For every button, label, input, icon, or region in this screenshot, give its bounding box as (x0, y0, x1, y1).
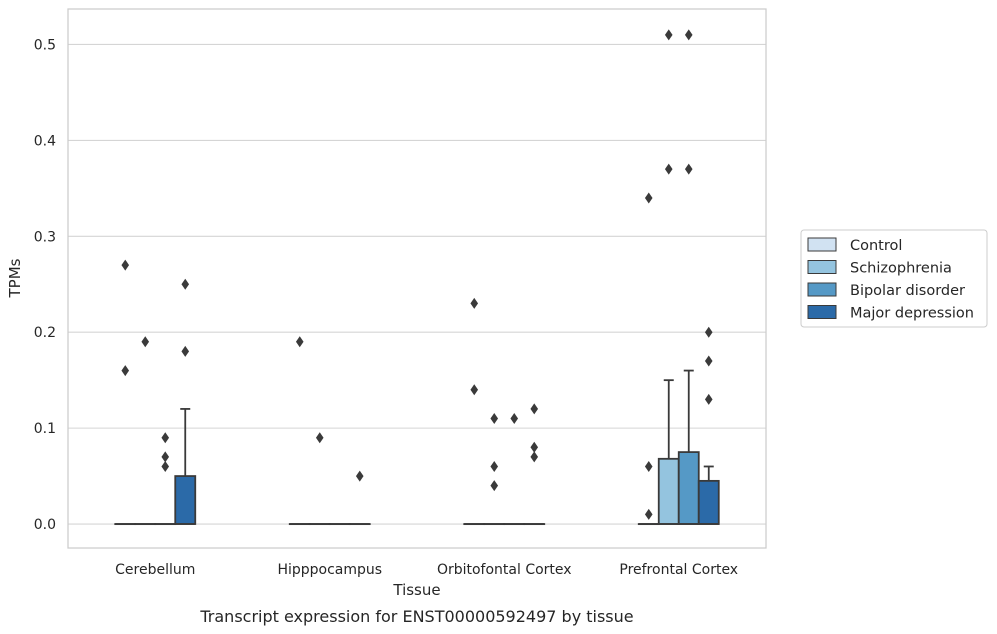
legend-label: Control (850, 238, 902, 254)
outlier-point (141, 336, 150, 348)
legend-frame (800, 229, 988, 328)
outlier-point (644, 508, 653, 520)
legend-label: Major depression (850, 306, 974, 322)
y-tick-label: 0.1 (34, 421, 56, 437)
outlier-point (664, 163, 673, 175)
series-schizophrenia (134, 29, 680, 526)
plot-frame (67, 8, 767, 549)
box (697, 479, 720, 525)
outlier-point (510, 413, 519, 425)
legend-swatch (807, 237, 837, 252)
y-axis-title: TPMs (6, 258, 24, 298)
outlier-point (470, 384, 479, 396)
outlier-point (295, 336, 304, 348)
outlier-point (704, 355, 713, 367)
legend-item: Bipolar disorder (807, 282, 965, 299)
outlier-point (121, 259, 130, 271)
series-bipolar-disorder (154, 29, 700, 526)
x-tick-label: Cerebellum (115, 562, 195, 578)
outlier-point (355, 470, 364, 482)
y-tick-label: 0.0 (34, 517, 56, 533)
x-tick-label: Hipppocampus (277, 562, 382, 578)
outlier-point (684, 29, 693, 41)
y-tick-label: 0.2 (34, 325, 56, 341)
outlier-point (490, 480, 499, 492)
outlier-point (161, 460, 170, 472)
y-tick-label: 0.5 (34, 37, 56, 53)
legend-swatch (807, 282, 837, 297)
legend-swatch (807, 260, 837, 274)
x-tick-label: Orbitofontal Cortex (437, 562, 572, 578)
legend-label: Bipolar disorder (850, 283, 965, 299)
box (174, 475, 197, 525)
outlier-point (121, 365, 130, 377)
outlier-point (181, 345, 190, 357)
outlier-point (490, 413, 499, 425)
gridlines (68, 43, 766, 525)
legend-swatch (807, 305, 837, 319)
legend-item: Control (807, 237, 902, 254)
outlier-point (161, 432, 170, 444)
legend-item: Schizophrenia (807, 260, 952, 277)
outlier-point (161, 451, 170, 463)
outlier-point (315, 432, 324, 444)
y-axis-ticks: 0.0 0.1 0.2 0.3 0.4 0.5 (34, 37, 56, 533)
box (657, 457, 680, 525)
x-axis-ticks: Cerebellum Hipppocampus Orbitofontal Corte… (115, 562, 738, 578)
box (677, 451, 700, 525)
outlier-point (490, 460, 499, 472)
outlier-point (704, 393, 713, 405)
x-axis-title: Tissue (392, 581, 440, 599)
outlier-point (644, 460, 653, 472)
plot-area (114, 29, 720, 526)
series-control (114, 192, 660, 526)
outlier-point (181, 278, 190, 290)
outlier-point (470, 297, 479, 309)
x-tick-label: Prefrontal Cortex (619, 562, 738, 578)
y-tick-label: 0.4 (34, 133, 56, 149)
outlier-point (684, 163, 693, 175)
y-tick-label: 0.3 (34, 229, 56, 245)
legend-label: Schizophrenia (850, 261, 952, 277)
outlier-point (530, 403, 539, 415)
outlier-point (530, 441, 539, 453)
outlier-point (664, 29, 673, 41)
outlier-point (644, 192, 653, 204)
outlier-point (530, 451, 539, 463)
outlier-point (704, 326, 713, 338)
chart-caption: Transcript expression for ENST0000059249… (199, 607, 633, 626)
series-major-depression (174, 278, 720, 526)
legend-item: Major depression (807, 305, 974, 322)
legend: Control Schizophrenia Bipolar disorder Majo… (800, 229, 988, 328)
